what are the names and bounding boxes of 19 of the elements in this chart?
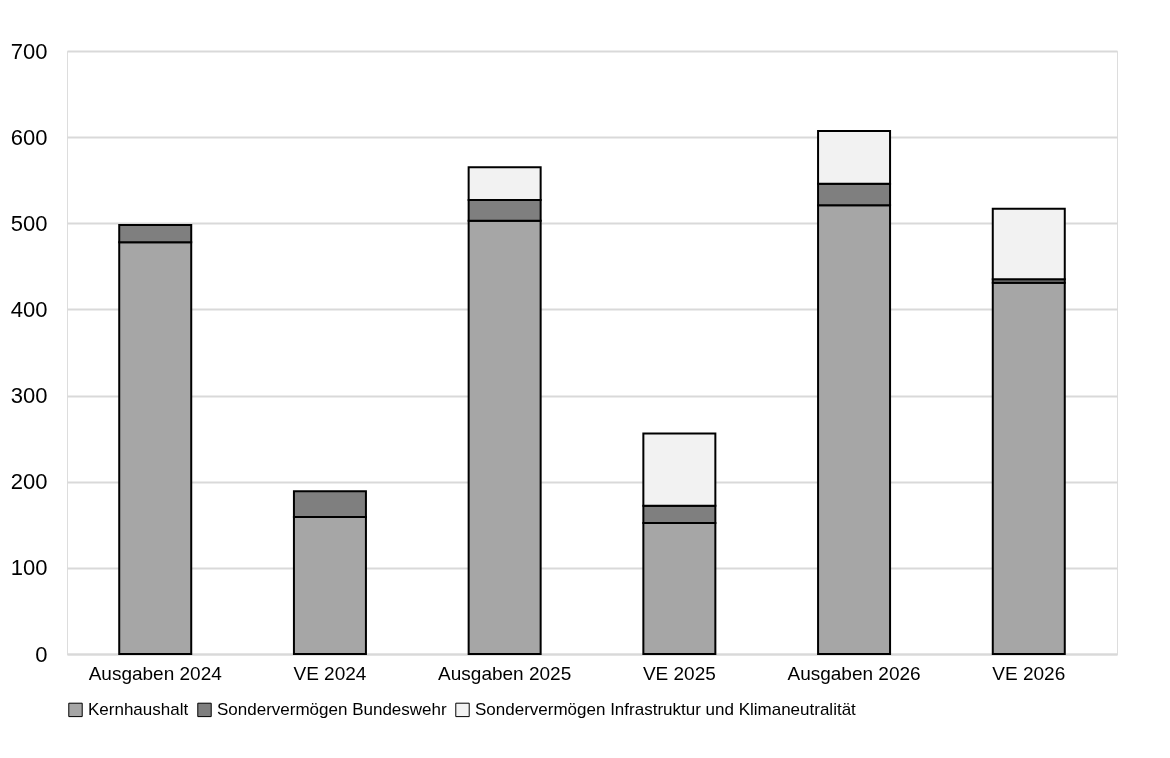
y-tick-label: 500 — [10, 210, 48, 236]
bar — [991, 207, 1066, 281]
bar — [991, 281, 1066, 655]
legend-label: Sondervermögen Infrastruktur und Klimaneutralität — [475, 699, 857, 719]
y-tick-label: 300 — [10, 383, 48, 409]
x-tick-label: VE 2025 — [642, 662, 716, 684]
y-tick-label: 400 — [10, 296, 48, 322]
legend-label: Sondervermögen Bundeswehr — [217, 699, 447, 719]
y-tick-label: 100 — [10, 555, 48, 581]
x-tick-label: Ausgaben 2024 — [88, 662, 223, 684]
x-tick-label: Ausgaben 2025 — [438, 662, 572, 684]
y-tick-label: 0 — [35, 641, 48, 667]
x-tick-label: VE 2026 — [992, 662, 1066, 684]
y-tick-label: 700 — [10, 38, 48, 64]
x-tick-label: VE 2024 — [293, 662, 367, 684]
legend-label: Kernhaushalt — [88, 699, 189, 719]
x-tick-label: Ausgaben 2026 — [787, 662, 921, 684]
y-tick-label: 200 — [10, 469, 48, 495]
y-tick-label: 600 — [10, 124, 48, 150]
